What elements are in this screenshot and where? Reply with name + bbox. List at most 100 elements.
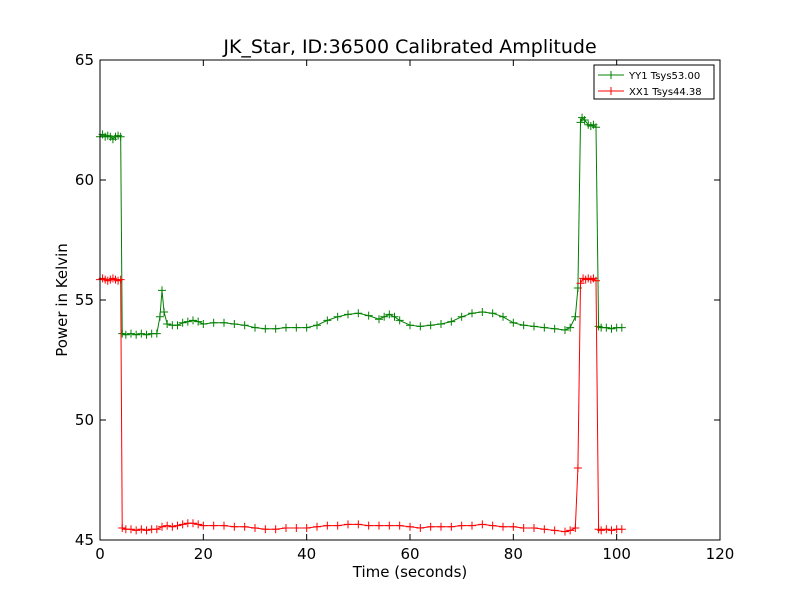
data-point: [530, 322, 538, 331]
data-point: [550, 526, 559, 535]
data-point: [550, 324, 559, 333]
data-point: [323, 521, 332, 530]
data-point: [118, 329, 127, 338]
data-point: [499, 312, 507, 321]
data-point: [566, 526, 575, 535]
data-point: [282, 524, 290, 532]
x-tick-label: 0: [95, 545, 105, 563]
data-point: [385, 521, 394, 530]
data-point: [251, 323, 259, 332]
data-point: [602, 323, 611, 332]
data-point: [163, 320, 172, 328]
data-point: [178, 318, 187, 327]
axes-background: [100, 60, 720, 540]
data-point: [437, 320, 445, 328]
data-point: [457, 312, 466, 321]
data-point: [132, 526, 141, 535]
data-point: [173, 521, 182, 530]
data-point: [230, 320, 239, 328]
data-point: [468, 521, 476, 530]
data-point: [416, 524, 425, 532]
data-point: [566, 323, 575, 332]
data-point: [282, 323, 290, 332]
data-point: [292, 323, 301, 332]
plot-area: 0 20 40 60 80 100 120 45 50 55 60 65: [75, 51, 734, 563]
data-point: [385, 310, 394, 319]
data-point: [519, 321, 528, 330]
data-point: [302, 524, 311, 532]
series-0: [96, 113, 626, 339]
data-point: [364, 521, 373, 530]
data-point: [478, 308, 487, 316]
data-point: [220, 521, 228, 530]
data-point: [375, 521, 383, 530]
data-point: [137, 525, 146, 534]
data-point: [155, 312, 164, 321]
data-point: [576, 118, 585, 127]
data-point: [199, 320, 208, 328]
data-point: [602, 525, 611, 534]
data-point: [561, 527, 569, 536]
legend: YY1 Tsys53.00 XX1 Tsys44.38: [593, 64, 715, 100]
data-point: [142, 526, 151, 535]
data-point: [580, 116, 589, 124]
data-point: [395, 521, 404, 530]
data-point: [597, 526, 606, 535]
y-tick-label: 65: [75, 51, 94, 69]
data-point: [152, 525, 161, 534]
data-point: [261, 525, 270, 534]
data-point: [178, 520, 187, 529]
data-point: [116, 275, 125, 284]
data-point: [395, 316, 404, 325]
data-point: [509, 522, 518, 531]
data-point: [271, 324, 280, 333]
data-point: [168, 522, 177, 531]
data-point: [426, 522, 435, 531]
data-point: [364, 311, 373, 320]
x-tick-label: 100: [602, 545, 631, 563]
data-point: [488, 309, 497, 318]
data-point: [271, 525, 280, 534]
data-point: [607, 526, 616, 535]
data-point: [118, 524, 127, 532]
data-point: [576, 279, 585, 288]
data-point: [478, 520, 487, 529]
series-layer: [96, 113, 626, 536]
data-point: [199, 521, 208, 530]
data-point: [189, 316, 197, 325]
y-tick-label: 50: [75, 411, 94, 429]
x-tick-label: 120: [706, 545, 735, 563]
data-point: [183, 317, 192, 326]
data-point: [573, 464, 582, 472]
data-point: [519, 524, 528, 532]
data-point: [561, 326, 569, 334]
y-tick-label: 60: [75, 171, 94, 189]
x-tick-label: 60: [400, 545, 419, 563]
data-point: [158, 286, 166, 295]
legend-item-0: YY1 Tsys53.00: [598, 71, 700, 82]
data-point: [426, 321, 435, 330]
ticks-layer: 0 20 40 60 80 100 120 45 50 55 60 65: [75, 51, 734, 563]
data-point: [160, 308, 169, 316]
data-point: [261, 324, 270, 333]
data-point: [540, 525, 549, 534]
data-point: [292, 524, 301, 532]
data-point: [127, 525, 135, 534]
data-point: [209, 521, 218, 530]
legend-marker: [607, 71, 615, 79]
data-point: [344, 520, 352, 529]
data-point: [390, 312, 399, 321]
data-point: [380, 312, 389, 321]
data-point: [163, 521, 172, 530]
data-point: [220, 318, 228, 327]
data-point: [447, 317, 456, 326]
data-point: [530, 524, 538, 532]
data-point: [375, 315, 383, 324]
legend-label: YY1 Tsys53.00: [628, 71, 700, 82]
data-point: [499, 522, 507, 531]
data-point: [592, 276, 600, 285]
data-point: [127, 329, 135, 338]
x-axis-label: Time (seconds): [352, 563, 468, 581]
data-point: [152, 329, 161, 338]
